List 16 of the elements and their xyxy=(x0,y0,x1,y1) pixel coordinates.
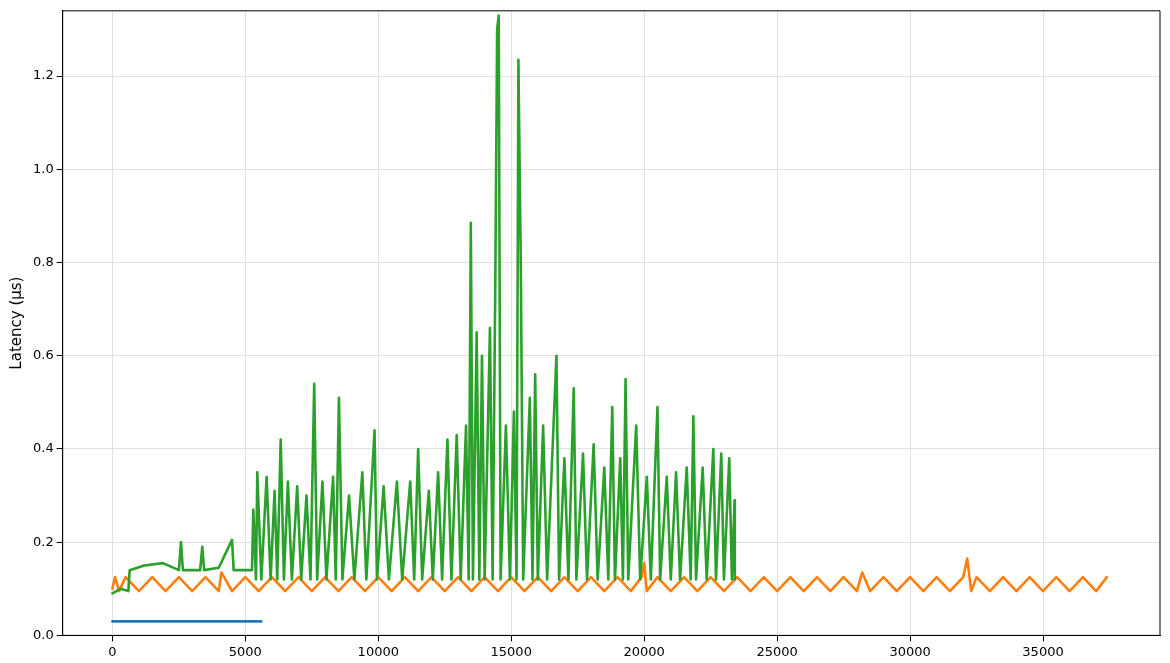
y-tick-label: 0.0 xyxy=(32,626,54,642)
y-tick-label: 0.4 xyxy=(32,440,54,456)
x-tick-label: 20000 xyxy=(623,643,665,659)
x-tick-label: 0 xyxy=(108,643,117,659)
x-tick-label: 25000 xyxy=(756,643,798,659)
x-tick-label: 5000 xyxy=(228,643,262,659)
y-axis-title: Latency (µs) xyxy=(6,276,25,370)
y-tick-label: 0.8 xyxy=(32,253,54,269)
x-tick-label: 15000 xyxy=(490,643,532,659)
y-tick-label: 1.0 xyxy=(32,160,54,176)
y-tick-label: 0.2 xyxy=(32,533,54,549)
x-tick-label: 35000 xyxy=(1022,643,1064,659)
y-tick-label: 0.6 xyxy=(32,347,54,363)
x-tick-label: 10000 xyxy=(357,643,399,659)
x-tick-label: 30000 xyxy=(889,643,931,659)
y-tick-label: 1.2 xyxy=(32,67,54,83)
